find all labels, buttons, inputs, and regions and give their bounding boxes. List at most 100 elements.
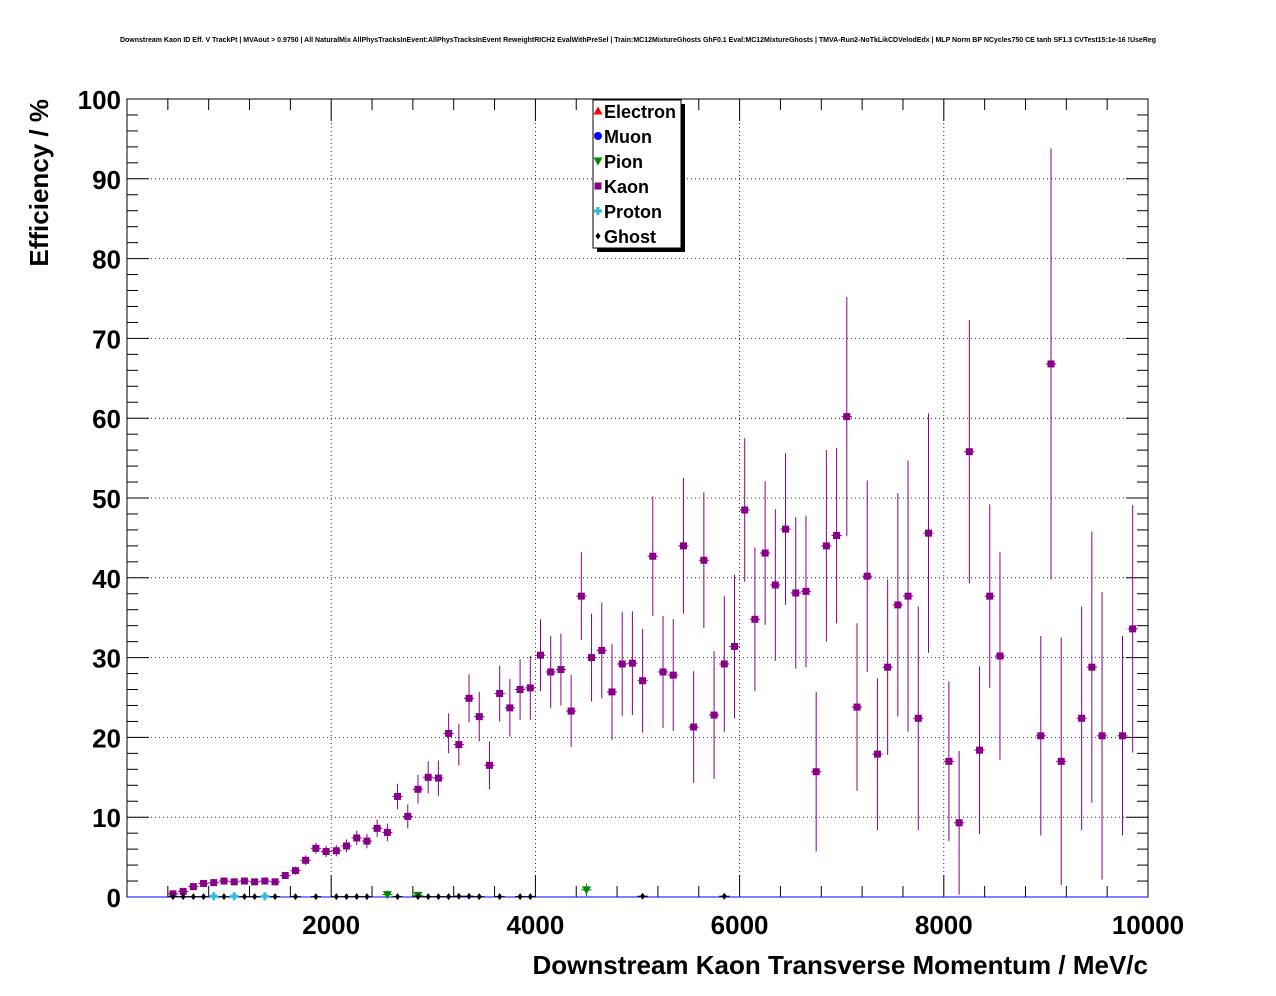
data-point — [1129, 625, 1137, 633]
data-point — [302, 856, 310, 864]
data-point — [965, 448, 973, 456]
y-tick-label: 90 — [92, 165, 121, 195]
data-point — [517, 893, 523, 901]
data-point — [415, 893, 421, 901]
data-point — [221, 893, 227, 901]
series-kaon — [167, 148, 1138, 898]
data-point — [435, 893, 441, 901]
data-point — [976, 746, 984, 754]
data-point — [986, 592, 994, 600]
data-point — [1057, 757, 1065, 765]
x-axis-label: Downstream Kaon Transverse Momentum / Me… — [532, 950, 1148, 980]
data-point — [383, 828, 391, 836]
data-point — [1047, 360, 1055, 368]
data-point — [812, 768, 820, 776]
data-point — [344, 893, 350, 901]
x-tick-label: 6000 — [711, 910, 769, 940]
data-point — [526, 684, 534, 692]
data-point — [240, 877, 248, 885]
data-point — [792, 589, 800, 597]
data-point — [466, 892, 472, 900]
data-point — [395, 893, 401, 901]
data-point — [1098, 732, 1106, 740]
data-point — [884, 663, 892, 671]
data-point — [588, 654, 596, 662]
data-point — [445, 729, 453, 737]
data-point — [190, 893, 196, 901]
data-point — [446, 893, 452, 901]
data-point — [537, 651, 545, 659]
chart-title: Downstream Kaon ID Eff. V TrackPt | MVAo… — [120, 37, 1156, 44]
data-point — [394, 792, 402, 800]
x-tick-label: 8000 — [915, 910, 973, 940]
y-tick-label: 0 — [107, 883, 121, 913]
data-point — [581, 886, 591, 895]
y-tick-label: 70 — [92, 324, 121, 354]
y-tick-label: 80 — [92, 245, 121, 275]
data-point — [322, 848, 330, 856]
data-point — [639, 677, 647, 685]
data-point — [618, 660, 626, 668]
y-tick-label: 50 — [92, 484, 121, 514]
data-point — [476, 893, 482, 901]
data-point — [209, 892, 218, 901]
x-tick-label: 2000 — [302, 910, 360, 940]
data-point — [252, 893, 258, 901]
data-point — [700, 556, 708, 564]
data-point — [475, 713, 483, 721]
y-axis-label: Efficiency / % — [24, 99, 54, 267]
data-point — [608, 688, 616, 696]
legend-marker-pion — [593, 157, 603, 166]
data-point — [853, 703, 861, 711]
data-point — [802, 587, 810, 595]
data-point — [741, 506, 749, 514]
data-point — [485, 761, 493, 769]
data-point — [261, 877, 269, 885]
data-point — [557, 666, 565, 674]
data-point — [1088, 663, 1096, 671]
data-marks — [167, 148, 1138, 901]
data-point — [424, 773, 432, 781]
data-point — [659, 668, 667, 676]
data-point — [547, 668, 555, 676]
legend-marker-muon — [594, 132, 602, 140]
data-point — [260, 892, 269, 901]
grid — [127, 99, 1148, 897]
series-pion — [382, 883, 592, 900]
data-point — [577, 592, 585, 600]
data-point — [924, 529, 932, 537]
data-point — [1078, 714, 1086, 722]
data-point — [364, 893, 370, 901]
data-point — [230, 892, 239, 901]
data-point — [313, 893, 319, 901]
y-tick-label: 20 — [92, 723, 121, 753]
y-tick-label: 60 — [92, 404, 121, 434]
data-point — [456, 892, 462, 900]
data-point — [567, 707, 575, 715]
legend-marker-proton — [594, 207, 602, 215]
data-point — [179, 887, 187, 895]
data-point — [465, 694, 473, 702]
legend: Electron Muon Pion Kaon Proton Ghost — [592, 99, 685, 252]
data-point — [721, 892, 727, 900]
data-point — [996, 652, 1004, 660]
data-point — [669, 671, 677, 679]
data-point — [251, 878, 259, 886]
data-point — [332, 847, 340, 855]
data-point — [425, 893, 431, 901]
data-point — [354, 893, 360, 901]
data-point — [690, 723, 698, 731]
legend-label-pion: Pion — [604, 152, 643, 172]
data-point — [281, 871, 289, 879]
data-point — [598, 646, 606, 654]
y-tick-label: 40 — [92, 564, 121, 594]
data-point — [414, 785, 422, 793]
data-point — [241, 893, 247, 901]
data-point — [373, 824, 381, 832]
data-point — [945, 757, 953, 765]
data-point — [761, 549, 769, 557]
x-tick-label: 10000 — [1112, 910, 1184, 940]
data-point — [382, 891, 392, 900]
series-ghost — [167, 892, 730, 901]
